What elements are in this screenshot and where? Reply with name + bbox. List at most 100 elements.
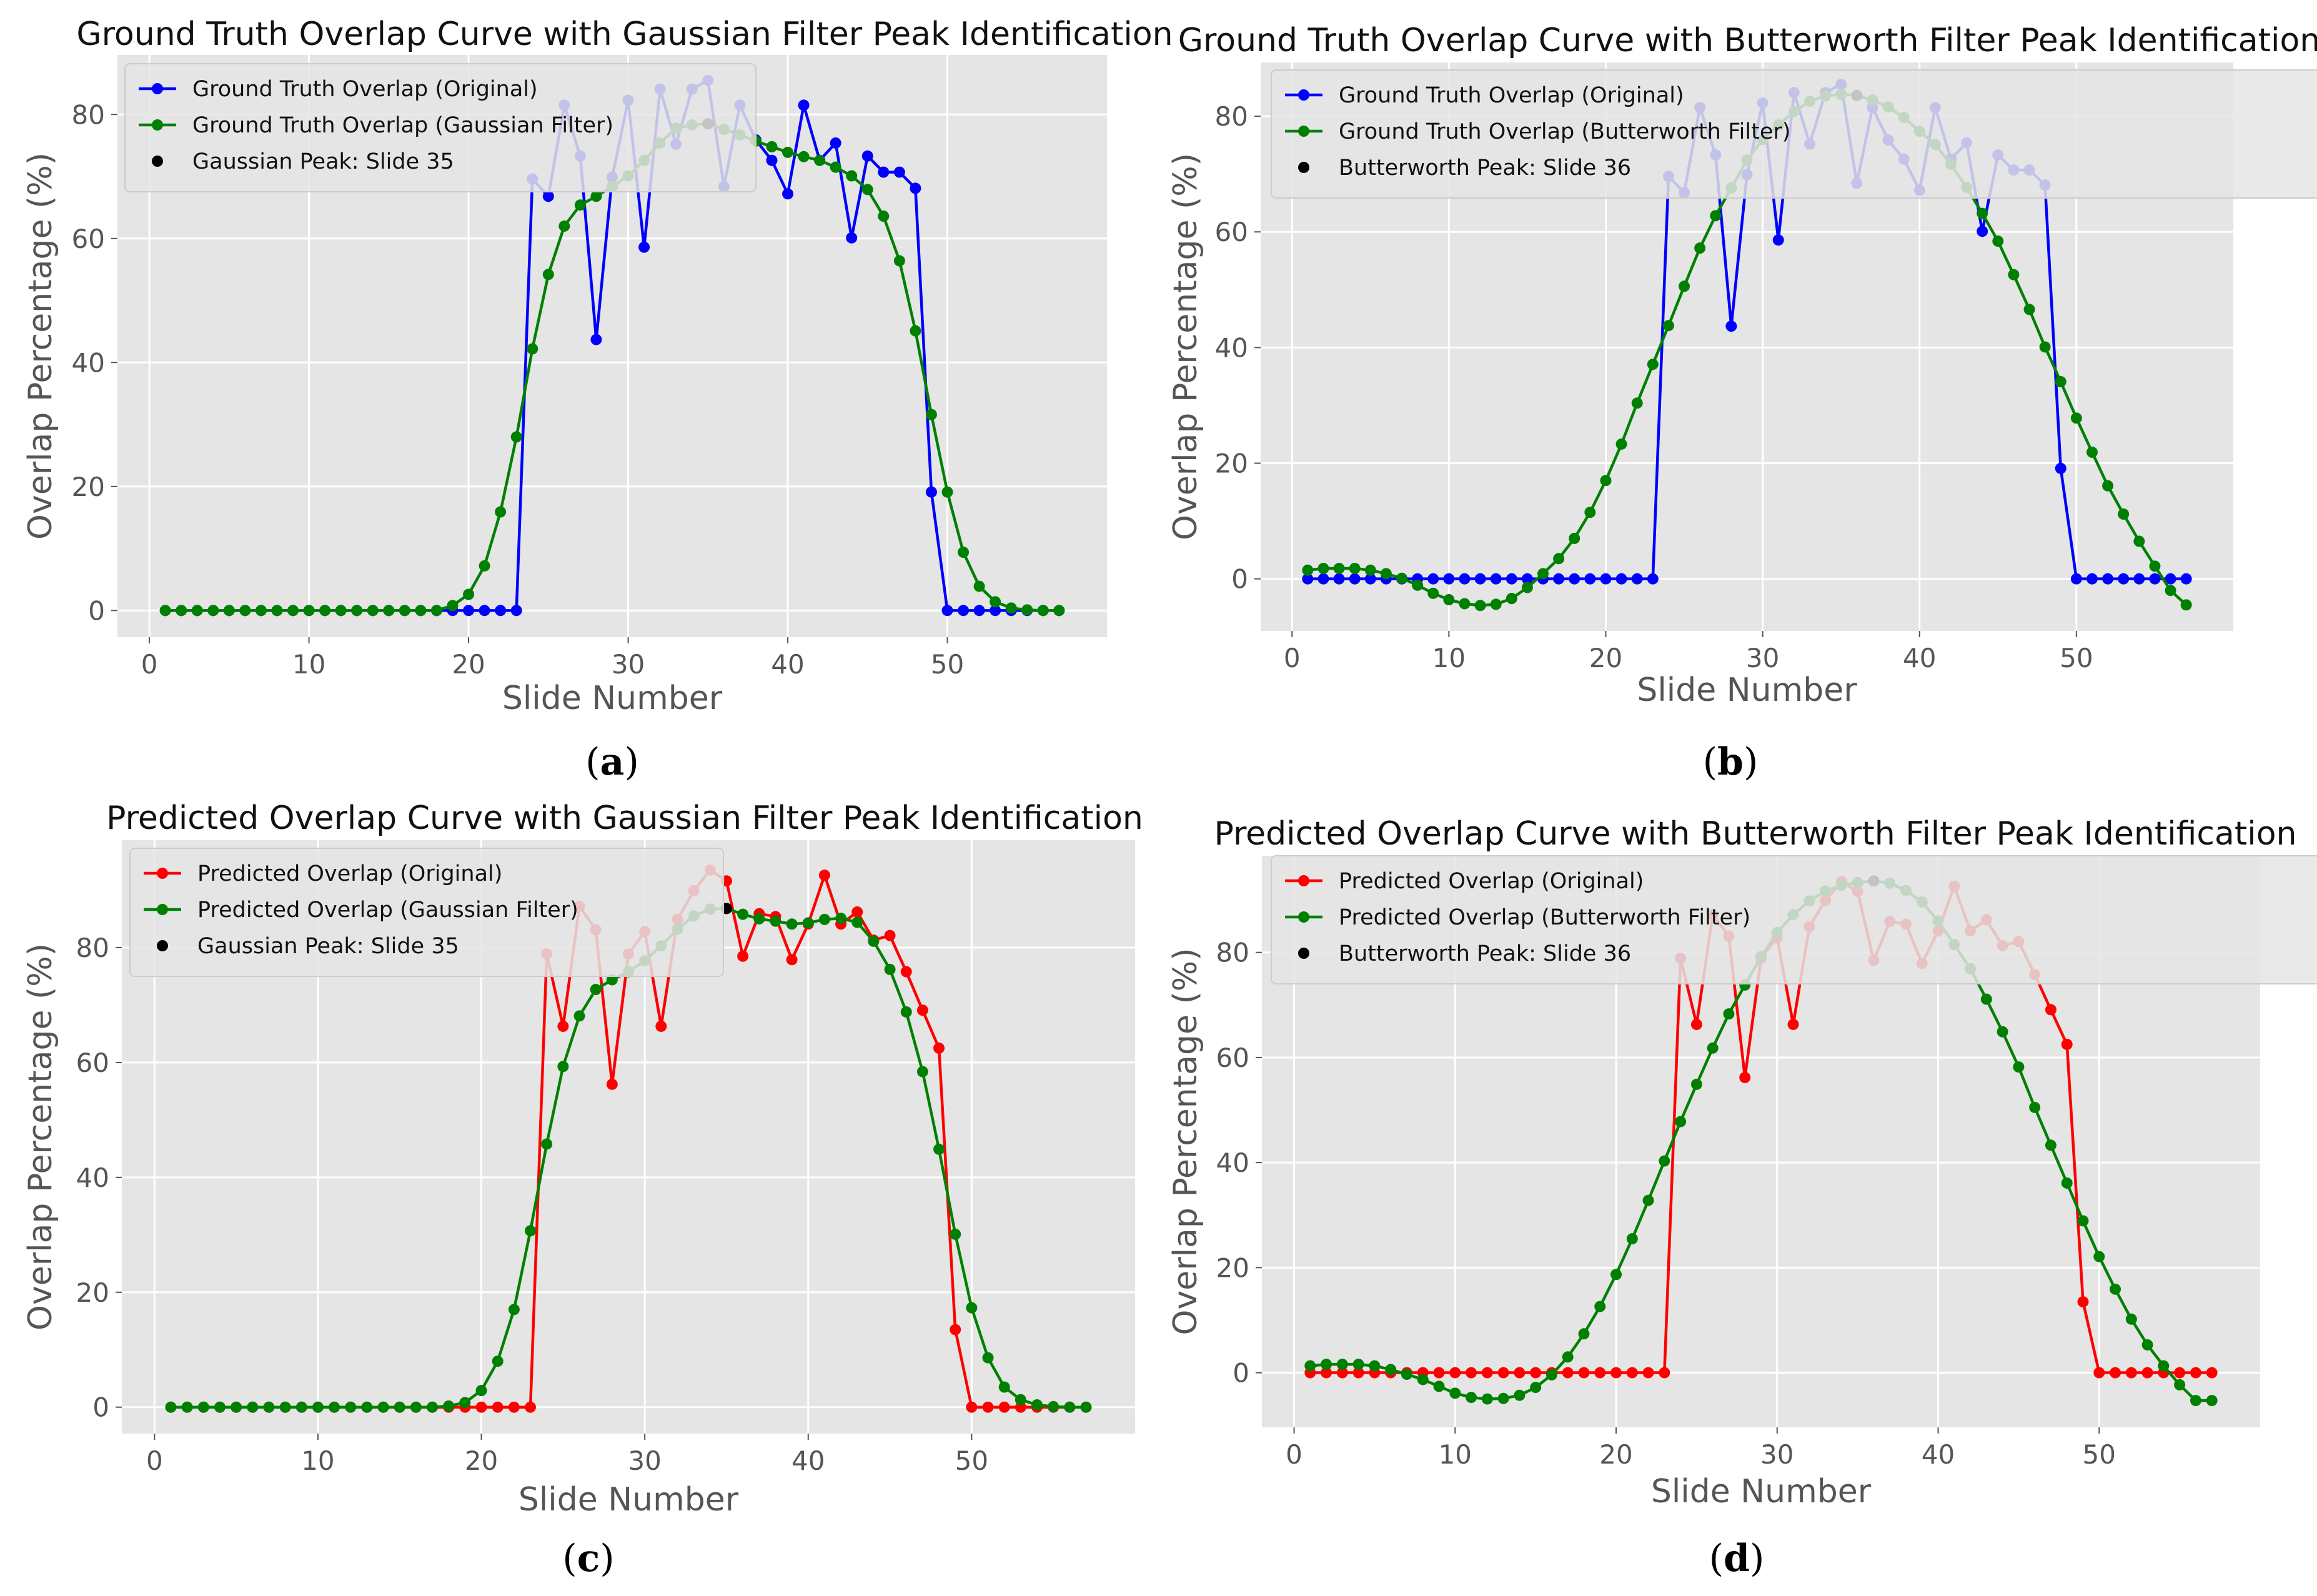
data-point — [2029, 1101, 2041, 1113]
data-point — [878, 211, 890, 222]
data-point — [950, 1228, 961, 1240]
data-point — [1553, 573, 1565, 585]
data-point — [1369, 1360, 1381, 1372]
data-point — [818, 913, 830, 925]
chart-title: Predicted Overlap Curve with Gaussian Fi… — [106, 800, 1143, 837]
legend-marker — [157, 868, 168, 879]
data-point — [1787, 1018, 1799, 1030]
data-point — [1610, 1367, 1622, 1379]
y-tick-label: 40 — [72, 347, 105, 378]
data-point — [1352, 1367, 1364, 1379]
data-point — [1600, 475, 1612, 487]
panel-caption: (c) — [562, 1537, 614, 1580]
data-point — [1031, 1399, 1043, 1411]
data-point — [941, 605, 953, 617]
data-point — [525, 1401, 537, 1413]
data-point — [590, 191, 602, 202]
x-tick-label: 30 — [612, 649, 645, 680]
data-point — [1443, 594, 1455, 606]
data-point — [1514, 1367, 1526, 1379]
data-point — [558, 220, 570, 232]
data-point — [1333, 563, 1345, 575]
y-tick-label: 60 — [1215, 217, 1248, 247]
data-point — [1490, 573, 1502, 585]
chart-title: Ground Truth Overlap Curve with Butterwo… — [1178, 22, 2317, 59]
data-point — [492, 1401, 504, 1413]
data-point — [415, 605, 427, 617]
data-point — [1659, 1367, 1670, 1379]
legend-box — [129, 848, 724, 977]
data-point — [303, 605, 315, 617]
data-point — [2086, 573, 2098, 585]
data-point — [510, 431, 522, 443]
data-point — [966, 1302, 978, 1314]
data-point — [830, 161, 841, 173]
data-point — [900, 966, 912, 978]
data-point — [998, 1381, 1010, 1393]
data-point — [1530, 1367, 1542, 1379]
x-axis-label: Slide Number — [1651, 1473, 1872, 1510]
data-point — [510, 605, 522, 617]
legend-label: Predicted Overlap (Original) — [1339, 869, 1644, 894]
x-tick-label: 20 — [452, 649, 485, 680]
data-point — [1433, 1367, 1445, 1379]
y-tick-label: 60 — [72, 224, 105, 254]
data-point — [1578, 1367, 1590, 1379]
data-point — [410, 1401, 422, 1413]
data-point — [223, 605, 235, 617]
data-point — [2086, 446, 2098, 458]
data-point — [383, 605, 395, 617]
data-point — [2158, 1360, 2170, 1372]
data-point — [2149, 560, 2161, 572]
data-point — [2133, 535, 2145, 547]
data-point — [830, 137, 841, 149]
data-point — [1992, 235, 2004, 247]
data-point — [2045, 1139, 2057, 1151]
data-point — [846, 170, 858, 182]
data-point — [335, 605, 347, 617]
data-point — [479, 560, 490, 572]
data-point — [1739, 1071, 1751, 1083]
data-point — [1333, 573, 1345, 585]
chart-title: Ground Truth Overlap Curve with Gaussian… — [76, 16, 1173, 53]
data-point — [475, 1401, 487, 1413]
data-point — [541, 1138, 553, 1150]
y-tick-label: 60 — [76, 1048, 109, 1078]
data-point — [2039, 341, 2051, 353]
data-point — [443, 1400, 455, 1412]
data-point — [1615, 438, 1627, 450]
data-point — [1710, 210, 1722, 222]
data-point — [2118, 508, 2130, 520]
data-point — [2180, 599, 2192, 611]
legend-label: Ground Truth Overlap (Gaussian Filter) — [192, 113, 613, 138]
panel-caption: (d) — [1709, 1537, 1765, 1580]
data-point — [214, 1401, 226, 1413]
data-point — [1336, 1359, 1348, 1370]
y-tick-label: 20 — [1215, 449, 1248, 479]
data-point — [2110, 1367, 2121, 1379]
data-point — [1578, 1328, 1590, 1340]
x-tick-label: 40 — [1903, 643, 1936, 673]
x-tick-label: 10 — [1432, 643, 1466, 673]
chart-title: Predicted Overlap Curve with Butterworth… — [1214, 815, 2297, 853]
data-point — [542, 191, 554, 202]
y-tick-label: 20 — [1216, 1252, 1249, 1283]
data-point — [1980, 993, 1992, 1005]
data-point — [573, 1010, 585, 1022]
data-point — [2174, 1367, 2186, 1379]
y-tick-label: 20 — [76, 1277, 109, 1308]
data-point — [990, 596, 1001, 608]
legend-marker — [1298, 89, 1309, 101]
y-tick-label: 40 — [1215, 332, 1248, 363]
data-point — [868, 935, 880, 947]
data-point — [1545, 1369, 1557, 1380]
data-point — [1615, 573, 1627, 585]
data-point — [2077, 1296, 2089, 1308]
data-point — [786, 918, 798, 930]
data-point — [1675, 1116, 1687, 1128]
data-point — [606, 1078, 618, 1090]
data-point — [2190, 1367, 2201, 1379]
data-point — [933, 1143, 945, 1155]
data-point — [1553, 553, 1565, 565]
data-point — [399, 605, 410, 617]
